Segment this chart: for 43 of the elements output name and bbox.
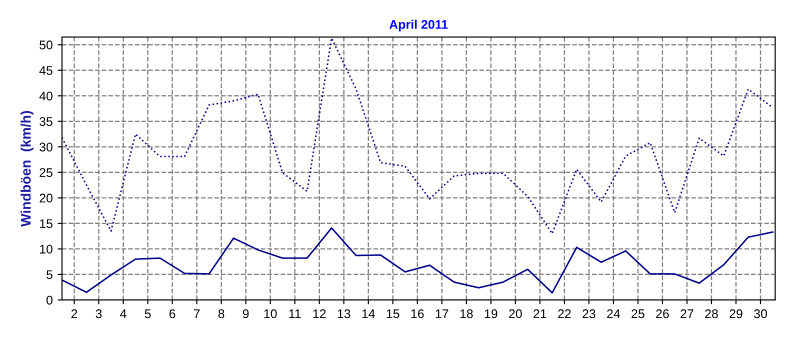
- x-tick-label: 23: [582, 309, 596, 318]
- y-tick-label: 25: [40, 168, 52, 178]
- x-tick-label: 3: [96, 309, 102, 318]
- x-tick-label: 9: [242, 309, 249, 318]
- line-series: [62, 227, 774, 294]
- x-tick-label: 15: [386, 309, 400, 318]
- y-tick-label: 35: [40, 117, 52, 126]
- y-tick-label: 10: [40, 244, 52, 254]
- x-tick-label: 14: [362, 309, 375, 318]
- x-tick-label: 22: [558, 309, 571, 318]
- x-tick-label: 20: [509, 309, 522, 318]
- x-tick-label: 19: [484, 309, 498, 318]
- y-tick-label: 0: [46, 296, 52, 305]
- x-tick-label: 18: [460, 309, 473, 318]
- x-tick-label: 29: [730, 309, 742, 318]
- x-tick-label: 13: [338, 309, 350, 318]
- x-tick-label: 26: [656, 309, 669, 318]
- x-tick-label: 30: [754, 309, 767, 318]
- y-tick-label: 50: [40, 40, 52, 50]
- x-tick-label: 17: [436, 309, 448, 318]
- y-tick-label: 30: [40, 142, 52, 152]
- x-tick-label: 27: [680, 309, 694, 318]
- y-tick-label: 45: [39, 66, 52, 75]
- x-tick-label: 12: [313, 309, 326, 318]
- x-tick-label: 16: [411, 309, 424, 318]
- x-tick-label: 7: [194, 309, 200, 318]
- x-tick-label: 4: [120, 309, 126, 318]
- x-tick-label: 8: [218, 309, 224, 318]
- x-tick-label: 5: [144, 309, 151, 318]
- x-tick-label: 6: [169, 309, 176, 318]
- y-axis-title: Windböen (km/h): [20, 111, 34, 227]
- x-tick-label: 11: [289, 309, 301, 318]
- y-tick-label: 20: [40, 194, 52, 203]
- x-tick-label: 21: [534, 309, 546, 318]
- x-tick-label: 25: [632, 309, 644, 318]
- x-tick-label: 28: [705, 309, 718, 318]
- x-tick-label: 24: [607, 309, 620, 318]
- x-tick-label: 10: [264, 309, 277, 318]
- y-tick-label: 5: [46, 270, 52, 280]
- x-tick-label: 2: [71, 309, 78, 318]
- y-tick-label: 15: [40, 219, 52, 228]
- chart-title: April 2011: [389, 20, 448, 32]
- y-tick-label: 40: [39, 92, 52, 100]
